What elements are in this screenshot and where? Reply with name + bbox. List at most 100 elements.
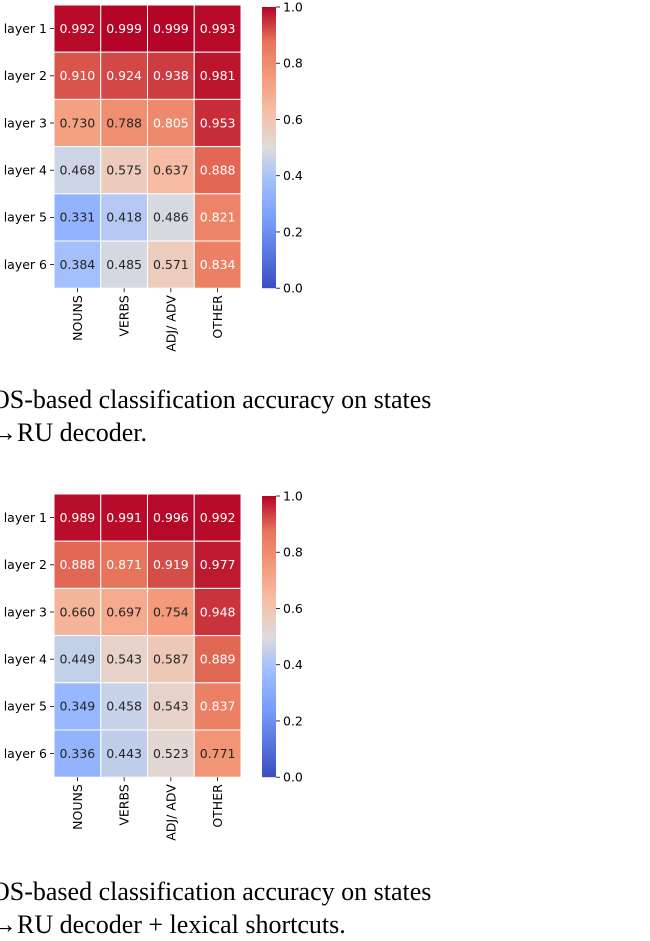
heatmap-cell — [100, 682, 148, 731]
cell-value-label: 0.730 — [59, 115, 95, 130]
cell-value-label: 0.924 — [106, 68, 142, 83]
colorbar — [262, 7, 276, 289]
heatmap-cell — [193, 51, 242, 100]
heatmap-cell — [193, 240, 242, 289]
row-label: layer 4 — [4, 163, 47, 178]
colorbar-tick-label: 0.2 — [283, 224, 303, 239]
heatmap-cell — [193, 4, 242, 53]
cell-value-label: 0.485 — [106, 257, 142, 272]
row-label: layer 4 — [4, 652, 47, 667]
heatmap-cell — [193, 493, 242, 542]
heatmap-cell — [100, 98, 148, 148]
cell-value-label: 0.449 — [59, 652, 95, 667]
cell-value-label: 0.981 — [200, 68, 236, 83]
cell-value-label: 0.837 — [200, 699, 236, 714]
cell-value-label: 0.977 — [200, 557, 236, 572]
cell-value-label: 0.660 — [59, 604, 95, 619]
column-label: NOUNS — [70, 295, 85, 341]
cell-value-label: 0.788 — [106, 115, 142, 130]
heatmap-cell — [193, 682, 242, 731]
cell-value-label: 0.587 — [153, 652, 189, 667]
heatmap-cell — [147, 193, 195, 242]
cell-value-label: 0.889 — [200, 652, 236, 667]
colorbar-tick-label: 0.2 — [283, 713, 303, 728]
caption-line: →RU decoder. — [0, 418, 147, 447]
cell-value-label: 0.919 — [153, 557, 189, 572]
row-label: layer 1 — [4, 510, 47, 525]
row-label: layer 2 — [4, 557, 47, 572]
heatmap-cell — [147, 240, 195, 289]
cell-value-label: 0.384 — [59, 257, 95, 272]
colorbar-tick-label: 0.8 — [283, 56, 303, 71]
heatmap-cell — [193, 146, 242, 195]
heatmap-cell — [100, 729, 148, 778]
cell-value-label: 0.953 — [200, 115, 236, 130]
colorbar-tick-label: 0.4 — [283, 657, 303, 672]
cell-value-label: 0.834 — [200, 257, 236, 272]
cell-value-label: 0.996 — [153, 510, 189, 525]
heatmap-cell — [193, 635, 242, 684]
caption-decoder-lexical-shortcuts: OS-based classification accuracy on stat… — [0, 875, 650, 941]
cell-value-label: 0.910 — [59, 68, 95, 83]
heatmap-cell — [193, 587, 242, 637]
cell-value-label: 0.938 — [153, 68, 189, 83]
cell-value-label: 0.999 — [153, 21, 189, 36]
cell-value-label: 0.637 — [153, 163, 189, 178]
cell-value-label: 0.486 — [153, 210, 189, 225]
column-label: OTHER — [210, 784, 225, 828]
colorbar — [262, 496, 276, 778]
caption-decoder: OS-based classification accuracy on stat… — [0, 383, 650, 449]
cell-value-label: 0.871 — [106, 557, 142, 572]
heatmap-cell — [100, 635, 148, 684]
colorbar-tick-label: 0.6 — [283, 601, 303, 616]
heatmap-cell — [53, 4, 102, 53]
column-label: ADJ/ ADV — [163, 295, 178, 352]
column-label: NOUNS — [70, 784, 85, 830]
heatmap-cell — [193, 729, 242, 778]
cell-value-label: 0.989 — [59, 510, 95, 525]
row-label: layer 5 — [4, 699, 47, 714]
heatmap-cell — [100, 193, 148, 242]
heatmap-cell — [53, 729, 102, 778]
heatmap-cell — [147, 4, 195, 53]
colorbar-tick-label: 0.6 — [283, 112, 303, 127]
cell-value-label: 0.991 — [106, 510, 142, 525]
row-label: layer 2 — [4, 68, 47, 83]
cell-value-label: 0.336 — [59, 746, 95, 761]
row-label: layer 3 — [4, 604, 47, 619]
cell-value-label: 0.992 — [200, 510, 236, 525]
column-label: OTHER — [210, 295, 225, 339]
cell-value-label: 0.999 — [106, 21, 142, 36]
cell-value-label: 0.571 — [153, 257, 189, 272]
heatmap-cell — [193, 98, 242, 148]
heatmap-cell — [100, 493, 148, 542]
heatmap-cell — [147, 729, 195, 778]
cell-value-label: 0.993 — [200, 21, 236, 36]
heatmap-cell — [100, 51, 148, 100]
cell-value-label: 0.418 — [106, 210, 142, 225]
cell-value-label: 0.331 — [59, 210, 95, 225]
cell-value-label: 0.754 — [153, 604, 189, 619]
cell-value-label: 0.349 — [59, 699, 95, 714]
cell-value-label: 0.821 — [200, 210, 236, 225]
heatmap-cell — [193, 193, 242, 242]
heatmap-cell — [53, 682, 102, 731]
heatmap-cell — [100, 240, 148, 289]
heatmap-cell — [53, 240, 102, 289]
colorbar-tick-label: 1.0 — [283, 488, 303, 503]
heatmap-decoder: 0.992 0.999 0.999 0.993 0.910 0.924 0.938 0.981… — [4, 0, 303, 352]
colorbar-tick-label: 0.0 — [283, 770, 303, 785]
caption-line: OS-based classification accuracy on stat… — [0, 877, 432, 906]
row-label: layer 6 — [4, 257, 47, 272]
heatmap-cell — [147, 493, 195, 542]
row-label: layer 1 — [4, 21, 47, 36]
cell-value-label: 0.888 — [59, 557, 95, 572]
cell-value-label: 0.575 — [106, 163, 142, 178]
row-label: layer 3 — [4, 115, 47, 130]
column-label: VERBS — [117, 295, 132, 336]
heatmap-cell — [100, 146, 148, 195]
caption-line: OS-based classification accuracy on stat… — [0, 385, 432, 414]
cell-value-label: 0.888 — [200, 163, 236, 178]
heatmap-cell — [100, 4, 148, 53]
